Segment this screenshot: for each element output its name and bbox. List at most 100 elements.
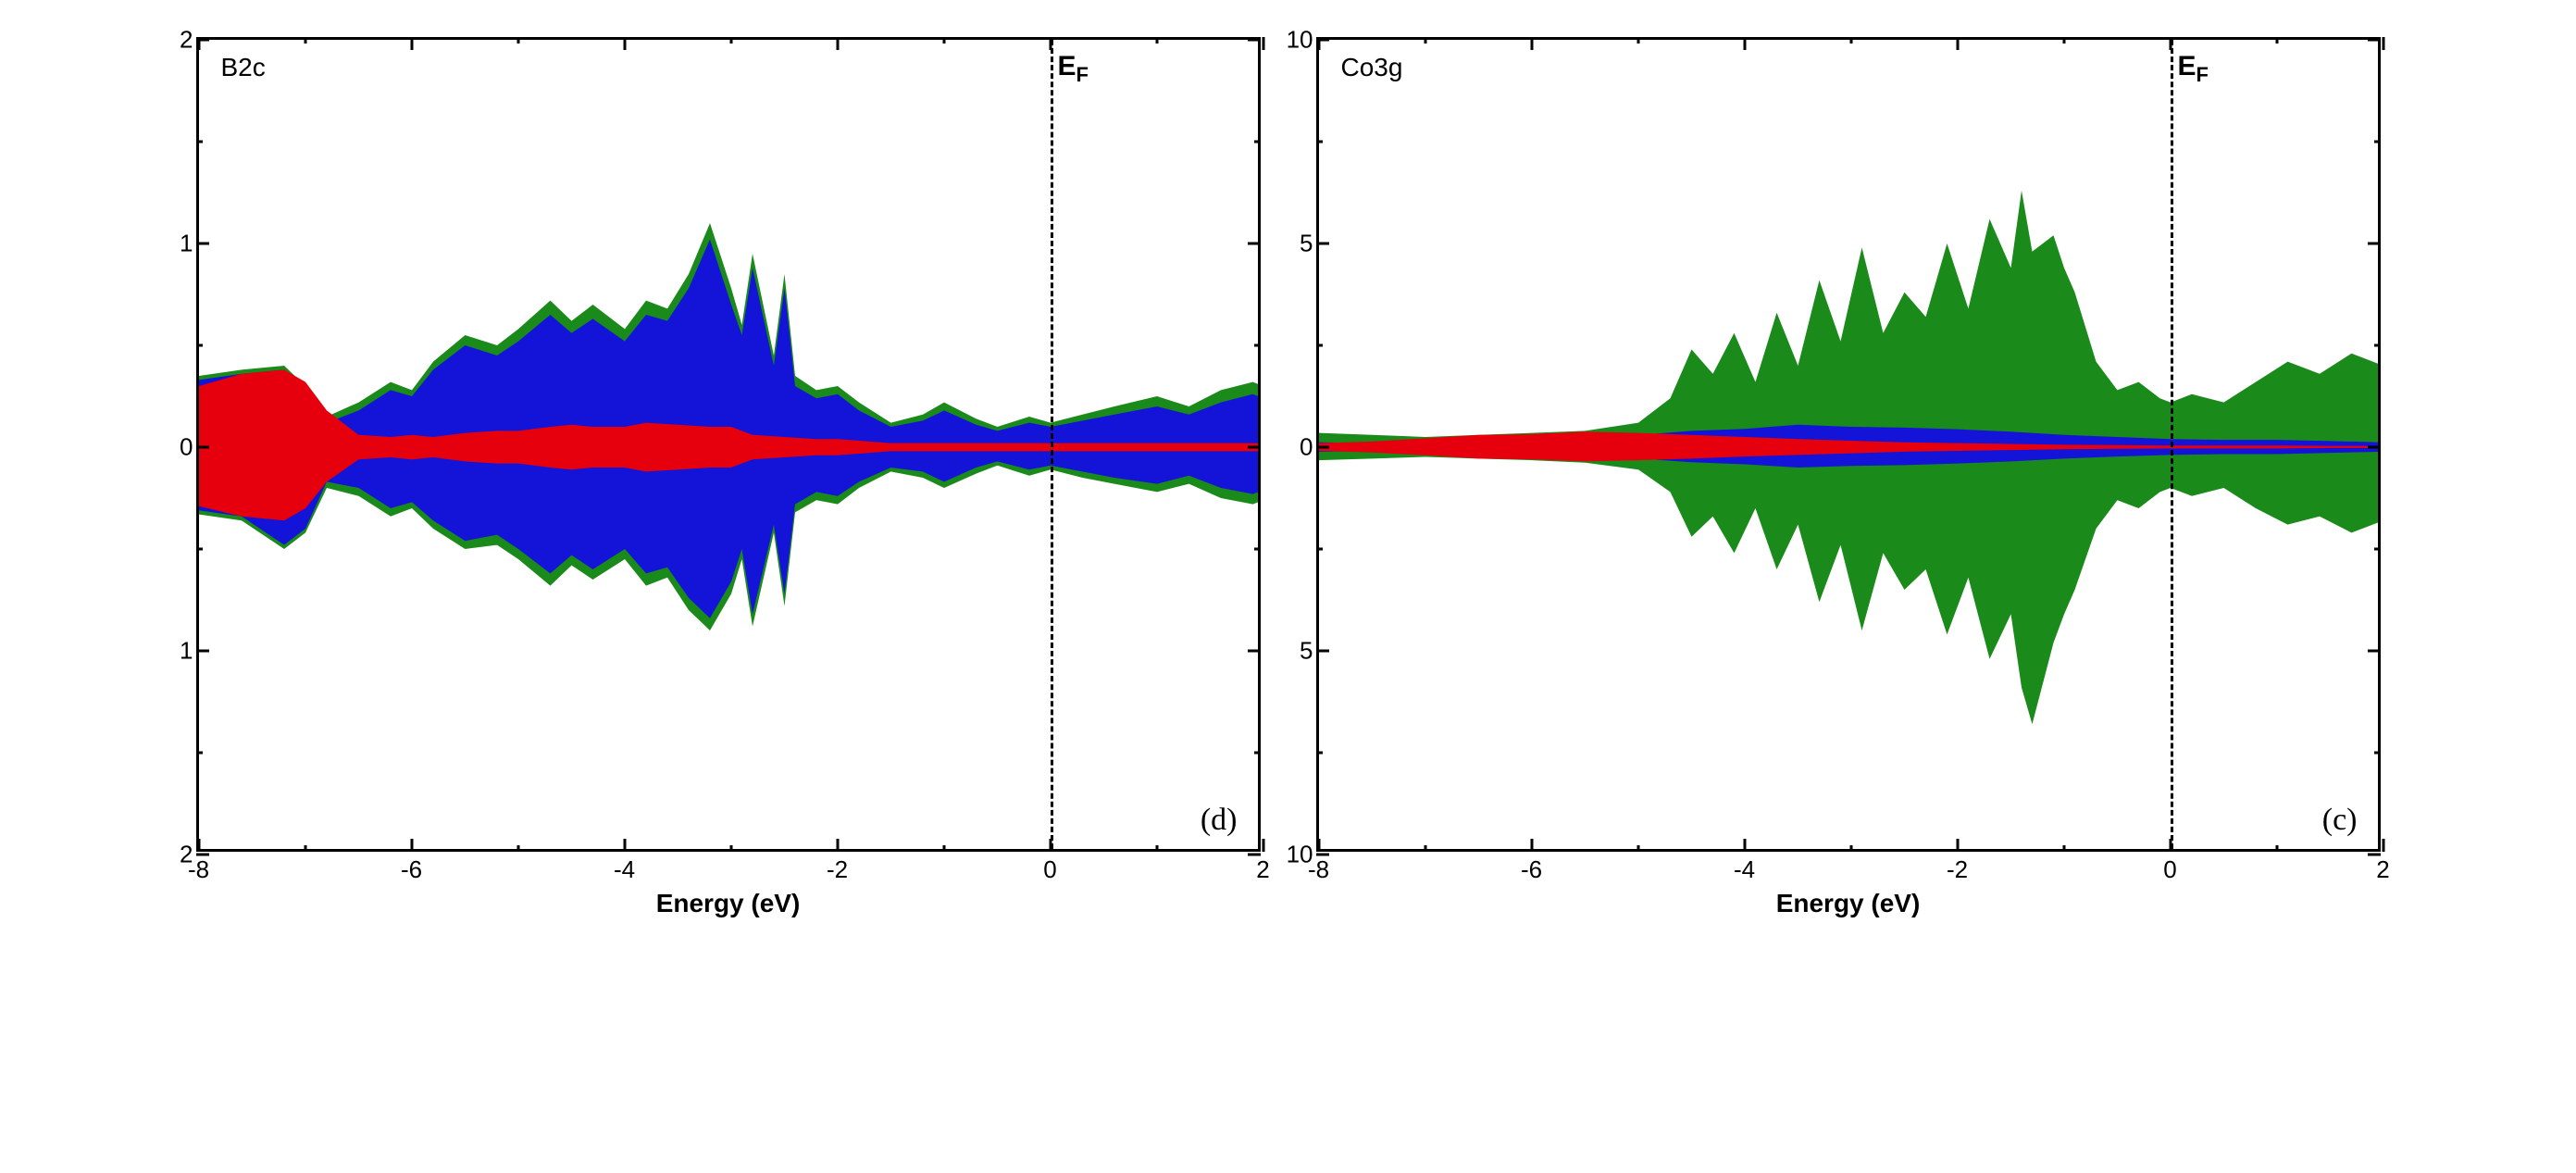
xtick-minor-top xyxy=(1849,37,1852,44)
ytick-mark xyxy=(196,243,209,245)
xtick-label: -4 xyxy=(614,855,635,884)
x-axis-label-right: Energy (eV) xyxy=(1776,889,1921,918)
ytick-mark-right xyxy=(2368,446,2381,449)
ytick-mark-right xyxy=(2368,243,2381,245)
xtick-mark-top xyxy=(1262,37,1264,50)
xtick-minor xyxy=(2275,845,2278,852)
xtick-minor-top xyxy=(304,37,306,44)
xtick-mark xyxy=(1956,839,1959,852)
ytick-minor xyxy=(196,752,203,755)
ytick-label: 2 xyxy=(160,841,193,869)
ytick-mark-right xyxy=(2368,650,2381,653)
xtick-minor xyxy=(304,845,306,852)
fermi-label-right: EF xyxy=(2178,51,2209,87)
xtick-label: 0 xyxy=(2163,855,2176,884)
xtick-mark xyxy=(623,839,626,852)
xtick-mark xyxy=(2382,839,2384,852)
xtick-mark xyxy=(2169,839,2172,852)
ytick-minor-right xyxy=(2374,752,2381,755)
ytick-minor-right xyxy=(1254,548,1261,551)
xtick-minor-top xyxy=(1424,37,1426,44)
xtick-mark-top xyxy=(1530,37,1533,50)
ytick-minor xyxy=(196,141,203,144)
ytick-minor xyxy=(196,548,203,551)
xtick-label: 2 xyxy=(1256,855,1269,884)
ytick-mark-right xyxy=(1248,39,1261,42)
ytick-mark-right xyxy=(1248,650,1261,653)
ytick-mark-right xyxy=(1248,854,1261,856)
ytick-minor xyxy=(1316,141,1323,144)
xtick-minor xyxy=(942,845,945,852)
plot-frame-right: Co3g EF (c) -8-6-4-2021050510 xyxy=(1316,37,2381,852)
ytick-label: 5 xyxy=(1280,637,1313,666)
xtick-label: -6 xyxy=(1521,855,1542,884)
ytick-mark-right xyxy=(2368,39,2381,42)
xtick-mark-top xyxy=(836,37,839,50)
ytick-minor xyxy=(1316,548,1323,551)
xtick-mark xyxy=(1530,839,1533,852)
left-panel: DOS (states/eV spin cell) B2c EF (d) -8-… xyxy=(196,37,1261,852)
xtick-mark-top xyxy=(2382,37,2384,50)
xtick-mark xyxy=(197,839,200,852)
right-panel: DOS (states/eV spin cell) Co3g EF (c) -8… xyxy=(1316,37,2381,852)
ytick-label: 10 xyxy=(1280,26,1313,55)
ytick-minor xyxy=(1316,752,1323,755)
xtick-mark-top xyxy=(2169,37,2172,50)
xtick-label: 2 xyxy=(2376,855,2389,884)
ytick-label: 0 xyxy=(160,433,193,462)
xtick-minor-top xyxy=(1636,37,1639,44)
x-axis-label-left: Energy (eV) xyxy=(656,889,801,918)
xtick-mark xyxy=(1049,839,1052,852)
chart-svg xyxy=(1319,40,2378,849)
ytick-mark xyxy=(196,650,209,653)
xtick-mark-top xyxy=(1743,37,1746,50)
xtick-minor xyxy=(1155,845,1158,852)
ytick-mark xyxy=(1316,446,1329,449)
xtick-minor-top xyxy=(729,37,732,44)
xtick-minor-top xyxy=(2275,37,2278,44)
panel-letter-right: (c) xyxy=(2322,803,2358,838)
xtick-minor xyxy=(2062,845,2065,852)
xtick-minor-top xyxy=(2062,37,2065,44)
xtick-mark-top xyxy=(410,37,413,50)
xtick-mark xyxy=(410,839,413,852)
ytick-label: 2 xyxy=(160,26,193,55)
xtick-minor xyxy=(729,845,732,852)
xtick-mark-top xyxy=(1049,37,1052,50)
ytick-label: 0 xyxy=(1280,433,1313,462)
ytick-minor-right xyxy=(2374,548,2381,551)
xtick-mark-top xyxy=(1956,37,1959,50)
xtick-minor xyxy=(516,845,519,852)
xtick-mark xyxy=(1262,839,1264,852)
xtick-label: -4 xyxy=(1734,855,1755,884)
xtick-mark xyxy=(1743,839,1746,852)
xtick-mark xyxy=(836,839,839,852)
ytick-mark-right xyxy=(1248,446,1261,449)
ytick-mark-right xyxy=(2368,854,2381,856)
xtick-label: -2 xyxy=(827,855,848,884)
ytick-label: 5 xyxy=(1280,230,1313,258)
plot-frame-left: B2c EF (d) -8-6-4-20221012 xyxy=(196,37,1261,852)
xtick-minor xyxy=(1636,845,1639,852)
ytick-mark xyxy=(1316,39,1329,42)
panel-letter-left: (d) xyxy=(1201,803,1238,838)
plot-area-right xyxy=(1319,40,2378,849)
plot-area-left xyxy=(199,40,1258,849)
ytick-label: 1 xyxy=(160,637,193,666)
fermi-line xyxy=(2171,40,2173,849)
ytick-mark xyxy=(196,446,209,449)
series-label-left: B2c xyxy=(221,53,266,82)
xtick-minor-top xyxy=(516,37,519,44)
fermi-label-left: EF xyxy=(1058,51,1089,87)
ytick-label: 1 xyxy=(160,230,193,258)
series-label-right: Co3g xyxy=(1341,53,1403,82)
ytick-mark xyxy=(196,854,209,856)
ytick-mark xyxy=(1316,243,1329,245)
chart-svg xyxy=(199,40,1258,849)
xtick-mark xyxy=(1317,839,1320,852)
ytick-minor xyxy=(196,344,203,347)
ytick-mark xyxy=(196,39,209,42)
xtick-minor-top xyxy=(1155,37,1158,44)
ytick-minor-right xyxy=(1254,344,1261,347)
ytick-minor xyxy=(1316,344,1323,347)
